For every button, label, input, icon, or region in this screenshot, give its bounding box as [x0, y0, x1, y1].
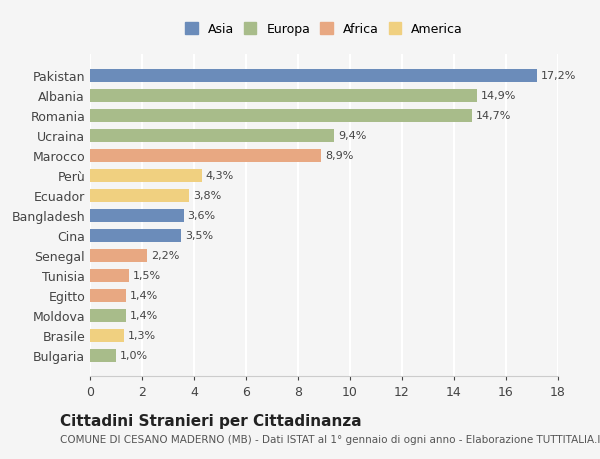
Text: 2,2%: 2,2% — [151, 251, 179, 261]
Text: 1,4%: 1,4% — [130, 291, 158, 301]
Bar — [90, 289, 127, 302]
Text: 1,5%: 1,5% — [133, 270, 161, 280]
Text: 14,9%: 14,9% — [481, 91, 517, 101]
Bar — [90, 189, 189, 202]
Bar — [90, 329, 124, 342]
Bar — [90, 169, 202, 182]
Text: 3,8%: 3,8% — [193, 191, 221, 201]
Bar — [90, 269, 129, 282]
Text: 1,4%: 1,4% — [130, 310, 158, 320]
Text: 14,7%: 14,7% — [476, 111, 511, 121]
Text: 9,4%: 9,4% — [338, 131, 367, 141]
Bar — [90, 249, 147, 262]
Bar — [90, 309, 127, 322]
Text: 3,5%: 3,5% — [185, 231, 213, 241]
Bar — [90, 209, 184, 222]
Text: 17,2%: 17,2% — [541, 71, 577, 81]
Text: Cittadini Stranieri per Cittadinanza: Cittadini Stranieri per Cittadinanza — [60, 413, 362, 428]
Bar — [90, 110, 472, 123]
Bar — [90, 129, 334, 142]
Text: 1,3%: 1,3% — [128, 330, 156, 340]
Bar — [90, 349, 116, 362]
Legend: Asia, Europa, Africa, America: Asia, Europa, Africa, America — [181, 20, 467, 40]
Text: 1,0%: 1,0% — [120, 350, 148, 360]
Text: COMUNE DI CESANO MADERNO (MB) - Dati ISTAT al 1° gennaio di ogni anno - Elaboraz: COMUNE DI CESANO MADERNO (MB) - Dati IST… — [60, 434, 600, 444]
Bar — [90, 229, 181, 242]
Bar — [90, 70, 537, 83]
Text: 3,6%: 3,6% — [187, 211, 215, 221]
Text: 8,9%: 8,9% — [325, 151, 353, 161]
Text: 4,3%: 4,3% — [206, 171, 234, 181]
Bar — [90, 150, 322, 162]
Bar — [90, 90, 478, 102]
